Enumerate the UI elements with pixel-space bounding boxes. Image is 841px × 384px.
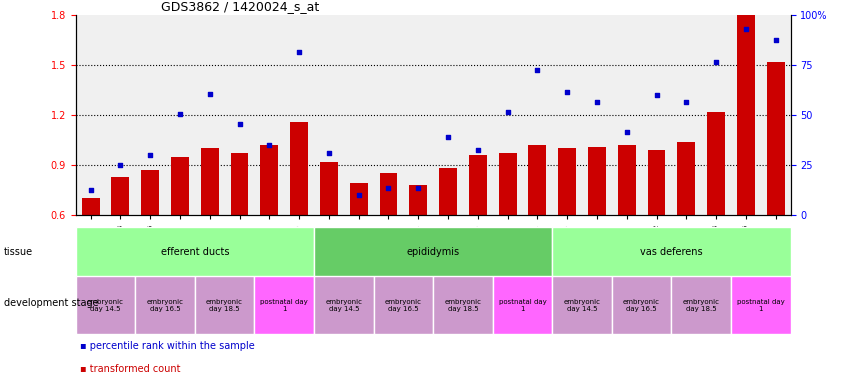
Bar (499, 154, 516, 215)
Bar (290, 122, 308, 215)
Bar (171, 157, 189, 215)
FancyBboxPatch shape (493, 276, 553, 334)
Bar (528, 145, 547, 215)
FancyBboxPatch shape (195, 276, 254, 334)
FancyBboxPatch shape (135, 276, 195, 334)
Point (709, 59, 722, 65)
Point (560, 89, 574, 95)
Point (501, 109, 515, 115)
Text: efferent ducts: efferent ducts (161, 247, 229, 257)
Point (352, 192, 365, 198)
Bar (201, 149, 219, 215)
Text: postnatal day
1: postnatal day 1 (499, 299, 547, 312)
Bar (230, 154, 248, 215)
Bar (320, 162, 338, 215)
Bar (558, 149, 576, 215)
FancyBboxPatch shape (254, 276, 314, 334)
Bar (469, 155, 487, 215)
Point (114, 162, 127, 168)
Point (233, 121, 246, 127)
Bar (379, 174, 397, 215)
Bar (707, 112, 725, 215)
Bar (410, 185, 427, 215)
Text: ▪ percentile rank within the sample: ▪ percentile rank within the sample (80, 341, 255, 351)
FancyBboxPatch shape (314, 227, 553, 276)
Point (442, 134, 455, 140)
Bar (350, 184, 368, 215)
Text: postnatal day
1: postnatal day 1 (261, 299, 308, 312)
Point (471, 147, 484, 153)
Text: vas deferens: vas deferens (640, 247, 703, 257)
FancyBboxPatch shape (76, 227, 314, 276)
Point (650, 92, 664, 98)
FancyBboxPatch shape (671, 276, 731, 334)
Text: embryonic
day 18.5: embryonic day 18.5 (206, 299, 243, 312)
Point (144, 152, 157, 158)
Point (173, 111, 187, 117)
Text: embryonic
day 14.5: embryonic day 14.5 (87, 299, 124, 312)
FancyBboxPatch shape (433, 276, 493, 334)
Bar (588, 147, 606, 215)
Text: postnatal day
1: postnatal day 1 (737, 299, 785, 312)
Text: embryonic
day 18.5: embryonic day 18.5 (683, 299, 720, 312)
Text: embryonic
day 14.5: embryonic day 14.5 (563, 299, 600, 312)
Text: embryonic
day 16.5: embryonic day 16.5 (146, 299, 183, 312)
Point (84, 187, 98, 193)
FancyBboxPatch shape (76, 276, 135, 334)
FancyBboxPatch shape (612, 276, 671, 334)
FancyBboxPatch shape (373, 276, 433, 334)
Point (262, 142, 276, 148)
Text: GDS3862 / 1420024_s_at: GDS3862 / 1420024_s_at (161, 0, 320, 13)
Bar (618, 145, 636, 215)
Point (739, 26, 753, 32)
Text: embryonic
day 16.5: embryonic day 16.5 (623, 299, 660, 312)
Text: ▪ transformed count: ▪ transformed count (80, 364, 181, 374)
Bar (767, 62, 785, 215)
FancyBboxPatch shape (731, 276, 791, 334)
Text: tissue: tissue (4, 247, 34, 257)
Bar (82, 199, 99, 215)
Bar (141, 170, 159, 215)
Text: epididymis: epididymis (406, 247, 460, 257)
FancyBboxPatch shape (314, 276, 373, 334)
Point (769, 37, 782, 43)
Bar (737, 15, 755, 215)
Text: development stage: development stage (4, 298, 99, 308)
FancyBboxPatch shape (553, 276, 612, 334)
Text: embryonic
day 18.5: embryonic day 18.5 (444, 299, 481, 312)
Bar (111, 177, 130, 215)
Point (322, 151, 336, 157)
Point (293, 49, 306, 55)
Point (203, 91, 216, 97)
Bar (648, 150, 665, 215)
Point (382, 185, 395, 192)
Point (620, 129, 633, 135)
Bar (261, 145, 278, 215)
Point (411, 185, 425, 192)
Point (680, 99, 693, 105)
Bar (677, 142, 696, 215)
Text: embryonic
day 16.5: embryonic day 16.5 (385, 299, 422, 312)
Point (590, 99, 604, 105)
FancyBboxPatch shape (553, 227, 791, 276)
Text: embryonic
day 14.5: embryonic day 14.5 (325, 299, 362, 312)
Point (531, 67, 544, 73)
Bar (439, 169, 457, 215)
